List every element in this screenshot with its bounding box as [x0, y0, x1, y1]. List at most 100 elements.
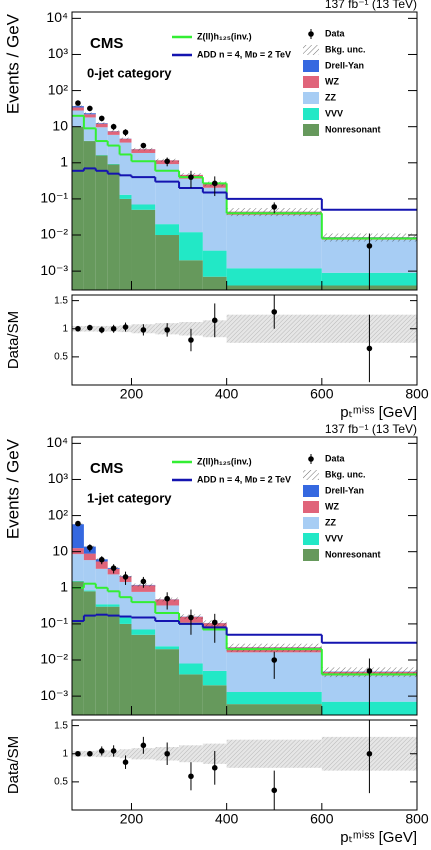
ratio-y-axis-label: Data/SM [5, 736, 22, 794]
bkg-unc-band [226, 643, 322, 652]
data-point [366, 668, 373, 674]
stack-bar [226, 268, 322, 286]
stack-bar [155, 649, 180, 715]
lumi-label: 137 fb⁻¹ (13 TeV) [325, 422, 417, 436]
stack-bar [72, 580, 84, 582]
stack-bar [155, 605, 180, 647]
bkg-unc-band [83, 112, 96, 115]
y-tick-label: 10² [48, 81, 69, 97]
y-tick-label: 10 [52, 117, 68, 133]
ratio-point [211, 317, 218, 324]
data-point [87, 105, 93, 112]
bkg-unc-band [95, 122, 108, 124]
y-tick-label: 10⁻³ [40, 262, 68, 278]
data-point [140, 142, 147, 149]
stack-bar [107, 164, 120, 290]
ratio-point [122, 324, 129, 330]
x-axis-label: pₜᵐⁱˢˢ [GeV] [340, 404, 417, 421]
stack-bar [72, 110, 84, 127]
legend-swatch [303, 124, 319, 136]
legend-swatch [303, 60, 319, 72]
legend-swatch [303, 108, 319, 120]
ratio-unc-band [226, 739, 322, 768]
data-point [188, 614, 194, 621]
stack-bar [83, 560, 96, 591]
stack-bar [119, 617, 132, 624]
data-point [211, 180, 218, 187]
legend-swatch [303, 517, 319, 529]
ratio-frame [71, 294, 418, 386]
ratio-point [122, 759, 129, 765]
x-axis-label: pₜᵐⁱˢˢ [GeV] [340, 829, 417, 846]
stack-bar [119, 138, 132, 143]
main-plot [72, 520, 417, 715]
stack-bar [119, 581, 132, 618]
stack-bar [131, 629, 156, 635]
legend-data-dot [308, 31, 314, 37]
stack-bar [202, 628, 227, 671]
data-point [366, 243, 373, 249]
ratio-point [98, 748, 105, 754]
stack-bar [72, 548, 84, 555]
data-point [164, 595, 170, 602]
stack-bar [107, 131, 120, 135]
stack-bar [226, 285, 322, 290]
stack-bar [155, 224, 180, 236]
stack-bar [107, 134, 120, 164]
legend-data-dot [308, 456, 314, 462]
legend-swatch [303, 92, 319, 104]
stack-bar [95, 561, 108, 569]
legend-label: Z(ll)h₁₂₅(inv.) [197, 31, 252, 41]
ratio-y-tick-label: 0.5 [54, 777, 68, 788]
data-point [271, 657, 278, 663]
y-tick-label: 1 [60, 578, 68, 594]
stack-bar [202, 276, 227, 290]
legend-label: Z(ll)h₁₂₅(inv.) [197, 456, 252, 466]
lumi-label: 137 fb⁻¹ (13 TeV) [325, 0, 417, 11]
stack-bar [95, 155, 108, 290]
legend-label: ADD n = 4, Mᴅ = 2 TeV [197, 49, 291, 59]
stack-bar [179, 260, 203, 290]
y-tick-label: 10⁻² [40, 651, 68, 667]
stack-bar [72, 554, 84, 581]
stack-bar [131, 152, 156, 205]
ratio-y-tick-label: 0.5 [54, 352, 68, 363]
stack-bar [202, 187, 227, 251]
stack-bar [155, 646, 180, 650]
stack-bar [119, 198, 132, 290]
y-tick-label: 1 [60, 153, 68, 169]
stack-bar [131, 204, 156, 210]
bkg-unc-band [107, 130, 120, 132]
stack-bar [107, 163, 120, 165]
stack-bar [179, 622, 203, 664]
stack-bar [119, 194, 132, 199]
stack-bar [107, 604, 120, 607]
ratio-point [211, 765, 218, 771]
ratio-plot [72, 720, 417, 810]
y-tick-label: 10⁻¹ [40, 190, 68, 206]
legend-swatch [303, 470, 319, 480]
stack-bar [83, 553, 96, 561]
stack-bar [119, 142, 132, 195]
legend-swatch [303, 533, 319, 545]
stack-bar [131, 585, 156, 592]
category-label: 1-jet category [87, 490, 172, 505]
ratio-point [188, 773, 194, 780]
y-tick-label: 10³ [48, 45, 69, 61]
ratio-y-axis-label: Data/SM [5, 311, 22, 369]
stack-bar [131, 634, 156, 715]
y-tick-label: 10² [48, 506, 69, 522]
stack-bar [226, 214, 322, 269]
stack-bar [72, 524, 84, 549]
bkg-unc-band [131, 147, 156, 151]
bkg-unc-band [72, 105, 84, 107]
data-point [122, 574, 129, 580]
data-point [164, 158, 170, 165]
stack-bar [107, 574, 120, 605]
legend-swatch [303, 485, 319, 497]
stack-bar [95, 604, 108, 607]
y-axis-label: Events / GeV [3, 13, 22, 114]
stack-bar [107, 606, 120, 715]
stack-bar [131, 209, 156, 290]
